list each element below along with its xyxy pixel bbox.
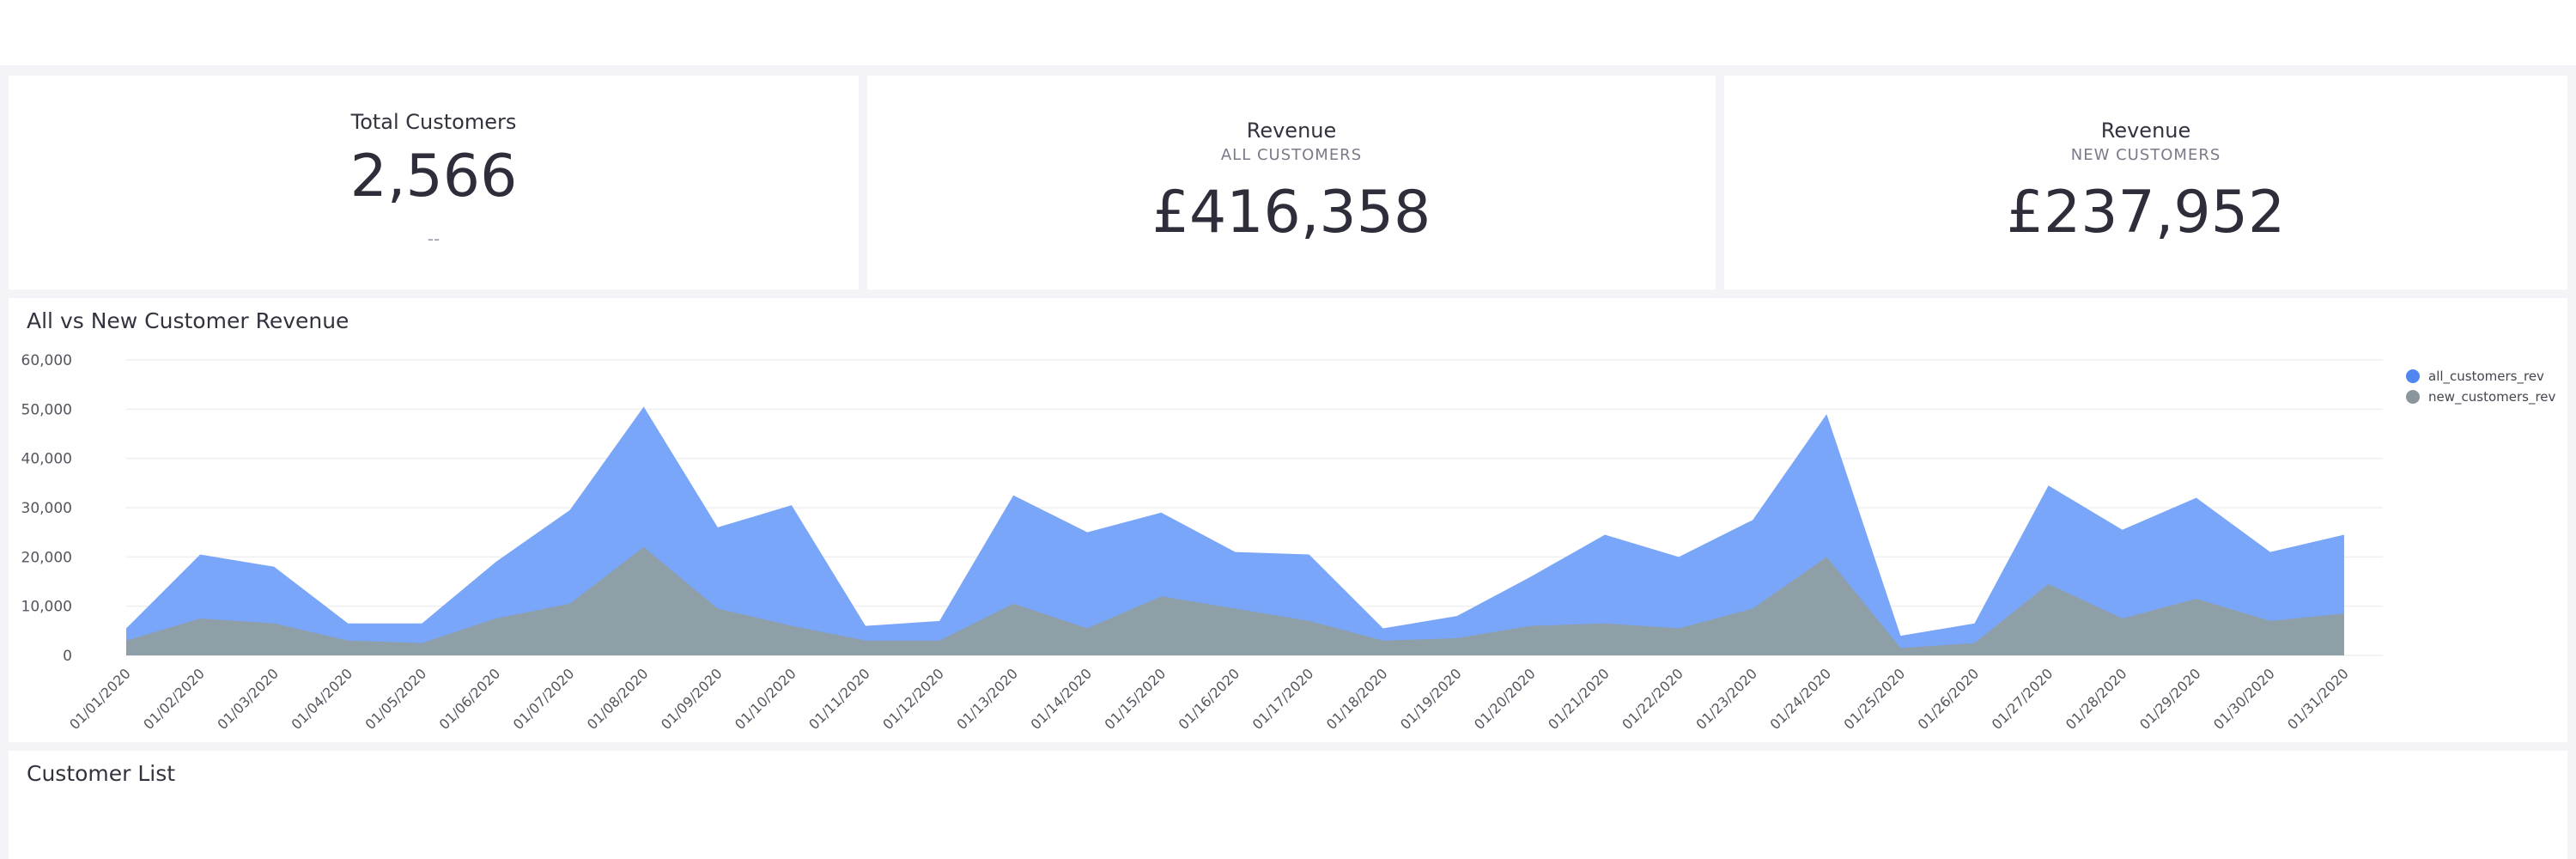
kpi-title: Total Customers xyxy=(350,110,517,134)
x-tick-label: 01/09/2020 xyxy=(658,665,726,733)
y-tick-label: 40,000 xyxy=(21,451,72,468)
x-tick-label: 01/20/2020 xyxy=(1471,665,1539,733)
x-tick-label: 01/04/2020 xyxy=(288,665,355,733)
x-tick-label: 01/21/2020 xyxy=(1545,665,1613,733)
y-tick-label: 30,000 xyxy=(21,500,72,517)
x-tick-label: 01/16/2020 xyxy=(1176,665,1243,733)
kpi-footer: -- xyxy=(427,228,440,249)
x-tick-label: 01/26/2020 xyxy=(1915,665,1983,733)
x-tick-label: 01/15/2020 xyxy=(1102,665,1170,733)
area xyxy=(126,546,2344,655)
x-tick-label: 01/17/2020 xyxy=(1249,665,1317,733)
x-tick-label: 01/06/2020 xyxy=(436,665,504,733)
kpi-title: Revenue xyxy=(2100,119,2191,143)
x-tick-label: 01/18/2020 xyxy=(1323,665,1391,733)
x-tick-label: 01/29/2020 xyxy=(2136,665,2204,733)
x-tick-label: 01/25/2020 xyxy=(1841,665,1909,733)
x-tick-label: 01/11/2020 xyxy=(805,665,873,733)
legend-marker xyxy=(2406,369,2420,383)
kpi-subtitle: NEW CUSTOMERS xyxy=(2070,146,2221,164)
kpi-card: Revenue ALL CUSTOMERS £416,358 xyxy=(867,76,1716,289)
kpi-card: Revenue NEW CUSTOMERS £237,952 xyxy=(1724,76,2567,289)
y-tick-label: 10,000 xyxy=(21,599,72,616)
x-tick-label: 01/27/2020 xyxy=(1989,665,2057,733)
x-tick-label: 01/13/2020 xyxy=(953,665,1021,733)
y-tick-label: 60,000 xyxy=(21,352,72,369)
top-bar xyxy=(0,0,2576,65)
chart-card: All vs New Customer Revenue xyxy=(9,298,2567,742)
x-tick-label: 01/23/2020 xyxy=(1692,665,1760,733)
kpi-card: Total Customers 2,566 -- xyxy=(9,76,859,289)
kpi-value: £416,358 xyxy=(1151,179,1431,247)
kpi-value: £237,952 xyxy=(2006,179,2286,247)
y-tick-label: 50,000 xyxy=(21,401,72,418)
kpi-value: 2,566 xyxy=(349,143,518,210)
legend-label: all_customers_rev xyxy=(2428,369,2544,385)
x-tick-label: 01/05/2020 xyxy=(362,665,430,733)
y-tick-label: 0 xyxy=(63,648,72,665)
x-tick-label: 01/01/2020 xyxy=(66,665,134,733)
x-tick-label: 01/30/2020 xyxy=(2210,665,2278,733)
x-tick-label: 01/28/2020 xyxy=(2063,665,2130,733)
legend-label: new_customers_rev xyxy=(2428,389,2556,405)
kpi-subtitle: ALL CUSTOMERS xyxy=(1220,146,1363,164)
x-tick-label: 01/14/2020 xyxy=(1027,665,1095,733)
kpi-title: Revenue xyxy=(1246,119,1337,143)
chart-title: All vs New Customer Revenue xyxy=(27,308,349,333)
table-card: Customer List xyxy=(9,751,2567,859)
x-tick-label: 01/07/2020 xyxy=(510,665,578,733)
x-tick-label: 01/12/2020 xyxy=(879,665,947,733)
y-tick-label: 20,000 xyxy=(21,549,72,566)
x-tick-label: 01/24/2020 xyxy=(1766,665,1834,733)
x-tick-label: 01/19/2020 xyxy=(1397,665,1465,733)
legend-marker xyxy=(2406,390,2420,404)
x-tick-label: 01/31/2020 xyxy=(2284,665,2352,733)
x-tick-label: 01/03/2020 xyxy=(214,665,282,733)
table-title: Customer List xyxy=(27,761,176,786)
x-tick-label: 01/02/2020 xyxy=(140,665,208,733)
x-tick-label: 01/08/2020 xyxy=(584,665,652,733)
x-tick-label: 01/22/2020 xyxy=(1619,665,1686,733)
x-tick-label: 01/10/2020 xyxy=(732,665,799,733)
